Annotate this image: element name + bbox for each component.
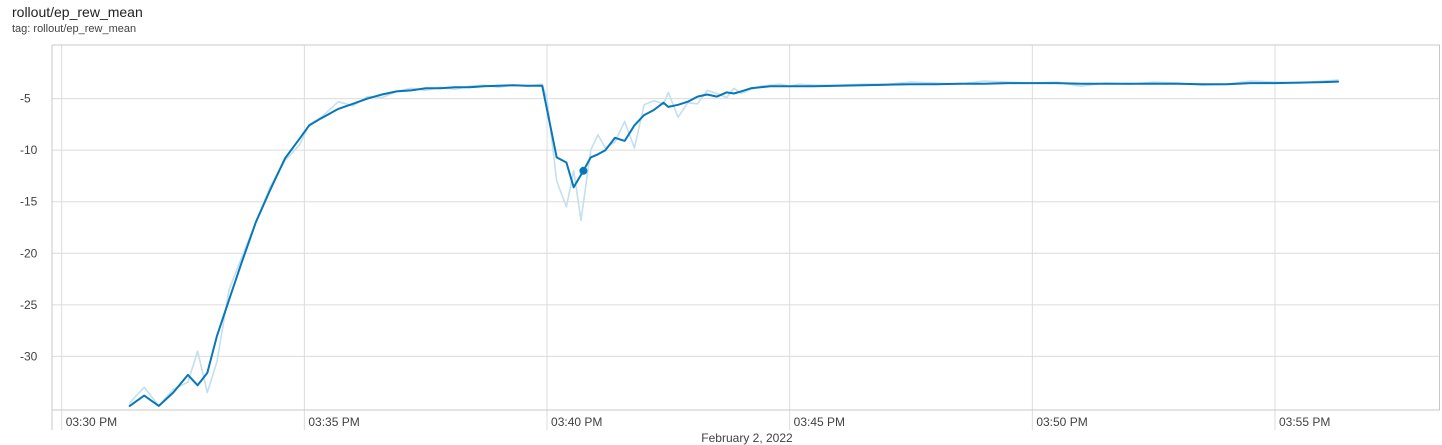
chart-tag: tag: rollout/ep_rew_mean: [12, 23, 137, 35]
chart-title: rollout/ep_rew_mean: [12, 4, 143, 20]
x-tick-label: 03:40 PM: [551, 415, 602, 429]
y-tick-label: -25: [20, 298, 38, 312]
x-tick-label: 03:30 PM: [66, 415, 117, 429]
highlight-point: [579, 166, 588, 175]
grid: [52, 45, 1440, 430]
raw-series: [128, 79, 1339, 407]
x-axis-title: February 2, 2022: [701, 431, 793, 445]
y-tick-label: -10: [20, 143, 38, 157]
x-tick-label: 03:35 PM: [308, 415, 359, 429]
y-tick-label: -15: [20, 195, 38, 209]
x-tick-label: 03:55 PM: [1279, 415, 1330, 429]
raw-series-line: [128, 79, 1339, 407]
y-tick-label: -30: [20, 349, 38, 363]
axes: -30 -25 -20 -15 -10 -5 03:30 PM 03:35 PM 03:40 P…: [20, 44, 1440, 430]
highlight-layer: [579, 166, 588, 175]
y-tick-label: -20: [20, 246, 38, 260]
y-tick-label: -5: [20, 92, 31, 106]
x-tick-label: 03:50 PM: [1036, 415, 1087, 429]
smoothed-series: [128, 80, 1340, 407]
x-tick-label: 03:45 PM: [794, 415, 845, 429]
smoothed-series-line: [128, 80, 1340, 407]
